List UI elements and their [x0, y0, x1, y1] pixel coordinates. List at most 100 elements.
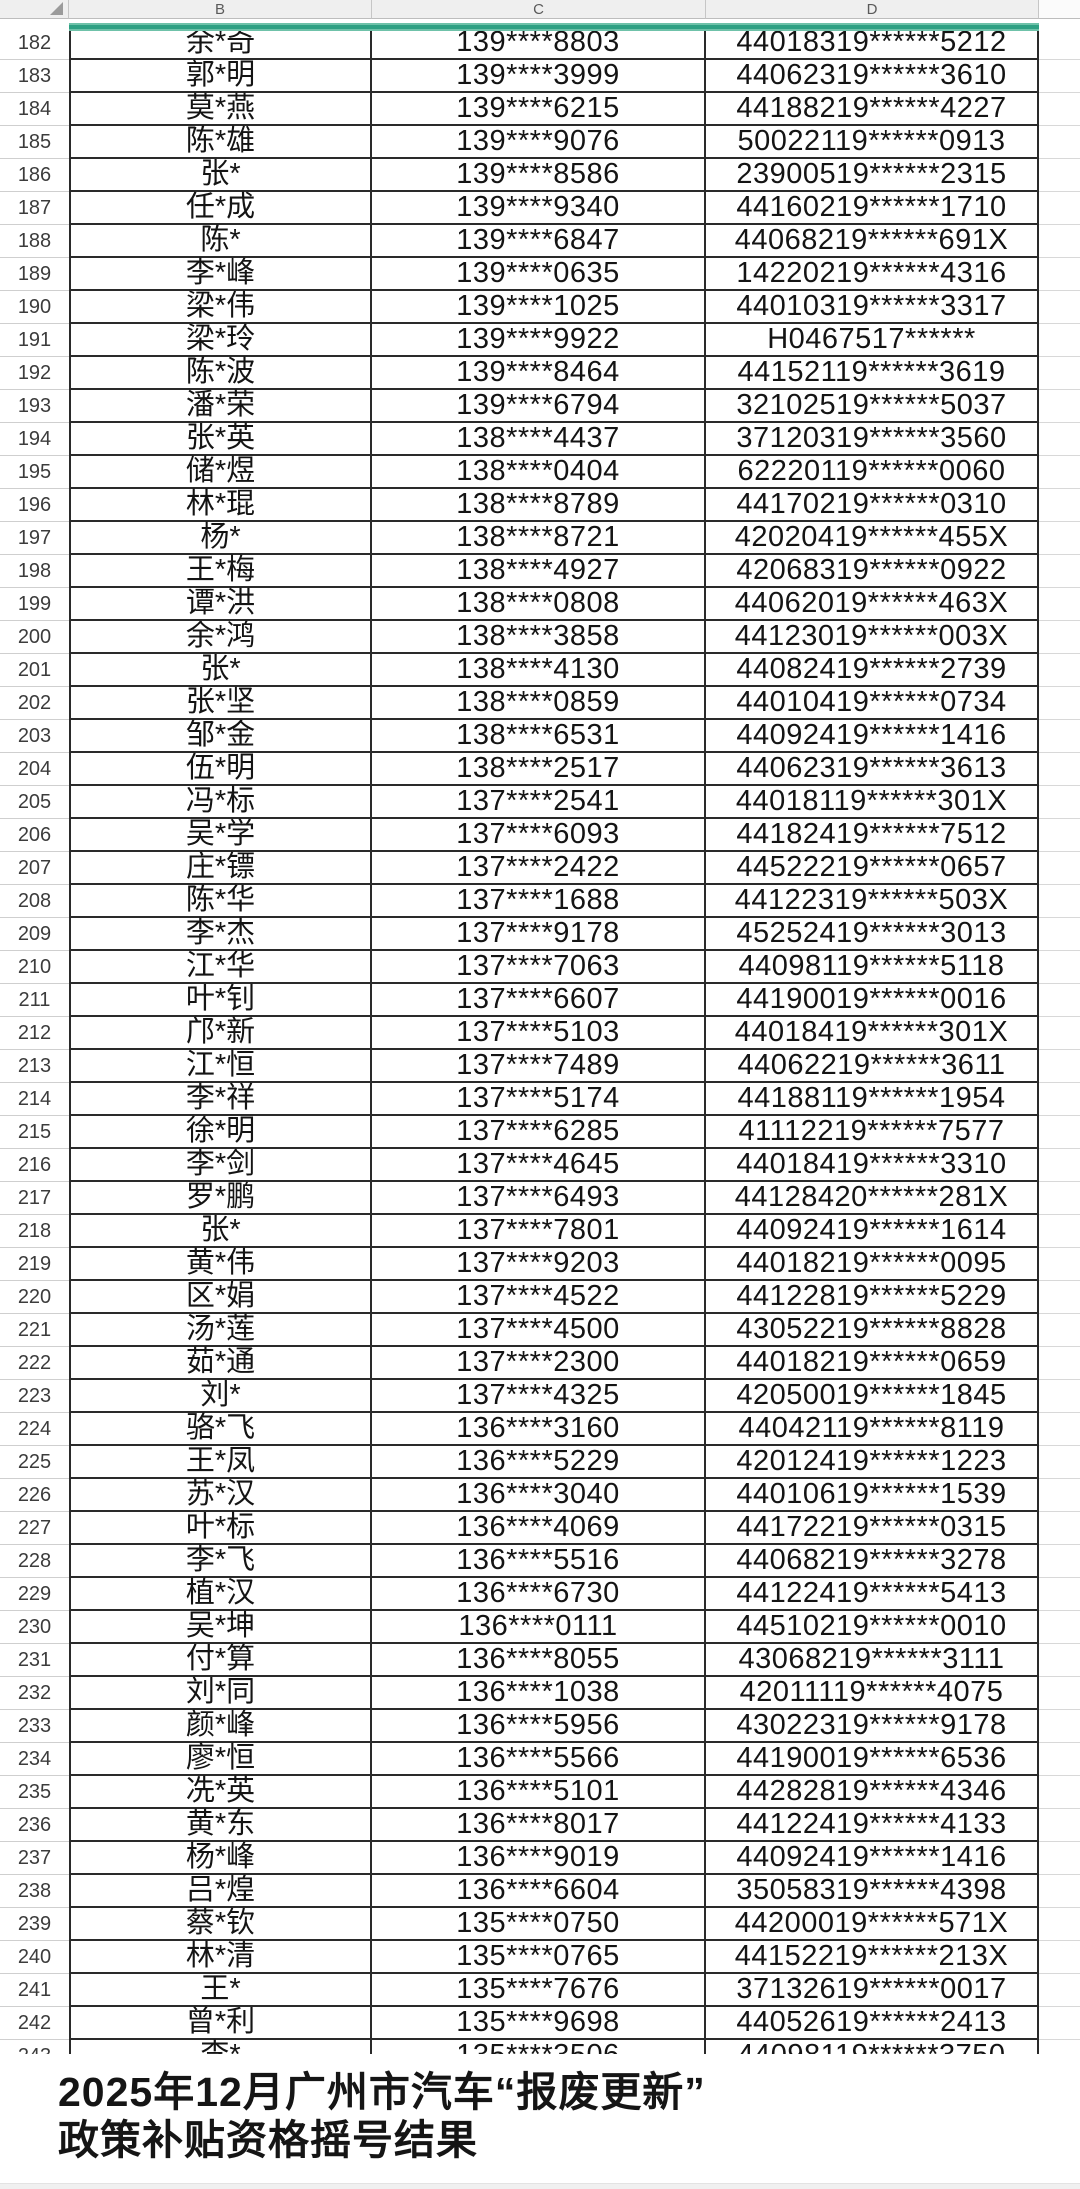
name-cell[interactable]: 李*杰 [69, 917, 372, 951]
phone-cell[interactable]: 139****8586 [372, 158, 706, 192]
phone-cell[interactable]: 137****7063 [372, 950, 706, 984]
id-number-cell[interactable]: 44188219******4227 [706, 92, 1039, 126]
id-number-cell[interactable]: 43022319******9178 [706, 1709, 1039, 1743]
name-cell[interactable]: 罗*鹏 [69, 1181, 372, 1215]
id-number-cell[interactable]: 44122819******5229 [706, 1280, 1039, 1314]
name-cell[interactable]: 梁*伟 [69, 290, 372, 324]
empty-cell[interactable] [1039, 1776, 1080, 1809]
name-cell[interactable]: 李*剑 [69, 1148, 372, 1182]
name-cell[interactable]: 梁*玲 [69, 323, 372, 357]
name-cell[interactable]: 张* [69, 1214, 372, 1248]
id-number-cell[interactable]: 44092419******1416 [706, 719, 1039, 753]
row-number[interactable]: 234 [0, 1743, 69, 1776]
phone-cell[interactable]: 135****7676 [372, 1973, 706, 2007]
row-number[interactable]: 216 [0, 1149, 69, 1182]
name-cell[interactable]: 刘* [69, 1379, 372, 1413]
phone-cell[interactable]: 135****3506 [372, 2039, 706, 2054]
name-cell[interactable]: 余*奇 [69, 27, 372, 60]
empty-cell[interactable] [1039, 225, 1080, 258]
empty-cell[interactable] [1039, 27, 1080, 60]
phone-cell[interactable]: 137****6285 [372, 1115, 706, 1149]
name-cell[interactable]: 陈* [69, 224, 372, 258]
row-number[interactable]: 237 [0, 1842, 69, 1875]
name-cell[interactable]: 刘*同 [69, 1676, 372, 1710]
name-cell[interactable]: 杨* [69, 521, 372, 555]
row-number[interactable]: 204 [0, 753, 69, 786]
empty-cell[interactable] [1039, 1017, 1080, 1050]
empty-cell[interactable] [1039, 852, 1080, 885]
phone-cell[interactable]: 135****9698 [372, 2006, 706, 2040]
id-number-cell[interactable]: 44062219******3611 [706, 1049, 1039, 1083]
empty-cell[interactable] [1039, 1974, 1080, 2007]
empty-cell[interactable] [1039, 2040, 1080, 2054]
phone-cell[interactable]: 136****6604 [372, 1874, 706, 1908]
row-number[interactable]: 235 [0, 1776, 69, 1809]
empty-cell[interactable] [1039, 1446, 1080, 1479]
phone-cell[interactable]: 136****8017 [372, 1808, 706, 1842]
row-number[interactable]: 183 [0, 60, 69, 93]
name-cell[interactable]: 叶*钊 [69, 983, 372, 1017]
empty-cell[interactable] [1039, 687, 1080, 720]
empty-cell[interactable] [1039, 1413, 1080, 1446]
name-cell[interactable]: 蔡*钦 [69, 1907, 372, 1941]
name-cell[interactable]: 庄*镖 [69, 851, 372, 885]
name-cell[interactable]: 植*汉 [69, 1577, 372, 1611]
phone-cell[interactable]: 136****5956 [372, 1709, 706, 1743]
name-cell[interactable]: 张* [69, 158, 372, 192]
name-cell[interactable]: 汤*莲 [69, 1313, 372, 1347]
row-number[interactable]: 208 [0, 885, 69, 918]
phone-cell[interactable]: 136****6730 [372, 1577, 706, 1611]
row-number[interactable]: 188 [0, 225, 69, 258]
id-number-cell[interactable]: 44062019******463X [706, 587, 1039, 621]
phone-cell[interactable]: 138****8721 [372, 521, 706, 555]
id-number-cell[interactable]: 44062319******3613 [706, 752, 1039, 786]
column-header-B[interactable]: B [69, 0, 372, 19]
id-number-cell[interactable]: 44092419******1614 [706, 1214, 1039, 1248]
id-number-cell[interactable]: 44018219******0095 [706, 1247, 1039, 1281]
name-cell[interactable]: 黄*东 [69, 1808, 372, 1842]
id-number-cell[interactable]: 41112219******7577 [706, 1115, 1039, 1149]
id-number-cell[interactable]: 44082419******2739 [706, 653, 1039, 687]
row-number[interactable]: 218 [0, 1215, 69, 1248]
phone-cell[interactable]: 136****3040 [372, 1478, 706, 1512]
row-number[interactable]: 186 [0, 159, 69, 192]
id-number-cell[interactable]: 43052219******8828 [706, 1313, 1039, 1347]
empty-cell[interactable] [1039, 885, 1080, 918]
id-number-cell[interactable]: 44170219******0310 [706, 488, 1039, 522]
empty-cell[interactable] [1039, 1512, 1080, 1545]
phone-cell[interactable]: 136****4069 [372, 1511, 706, 1545]
row-number[interactable]: 221 [0, 1314, 69, 1347]
empty-cell[interactable] [1039, 324, 1080, 357]
id-number-cell[interactable]: 44160219******1710 [706, 191, 1039, 225]
phone-cell[interactable]: 136****1038 [372, 1676, 706, 1710]
id-number-cell[interactable]: 44062319******3610 [706, 59, 1039, 93]
empty-cell[interactable] [1039, 1248, 1080, 1281]
row-number[interactable]: 224 [0, 1413, 69, 1446]
row-number[interactable]: 213 [0, 1050, 69, 1083]
row-number[interactable]: 199 [0, 588, 69, 621]
phone-cell[interactable]: 139****3999 [372, 59, 706, 93]
name-cell[interactable]: 黄*伟 [69, 1247, 372, 1281]
id-number-cell[interactable]: 44510219******0010 [706, 1610, 1039, 1644]
id-number-cell[interactable]: 44018119******301X [706, 785, 1039, 819]
phone-cell[interactable]: 138****2517 [372, 752, 706, 786]
empty-cell[interactable] [1039, 918, 1080, 951]
row-number[interactable]: 239 [0, 1908, 69, 1941]
name-cell[interactable]: 任*成 [69, 191, 372, 225]
name-cell[interactable]: 骆*飞 [69, 1412, 372, 1446]
phone-cell[interactable]: 137****4500 [372, 1313, 706, 1347]
name-cell[interactable]: 陈*波 [69, 356, 372, 390]
empty-cell[interactable] [1039, 489, 1080, 522]
id-number-cell[interactable]: 44068219******691X [706, 224, 1039, 258]
row-number[interactable]: 229 [0, 1578, 69, 1611]
id-number-cell[interactable]: 44152219******213X [706, 1940, 1039, 1974]
row-number[interactable]: 225 [0, 1446, 69, 1479]
name-cell[interactable]: 徐*明 [69, 1115, 372, 1149]
id-number-cell[interactable]: 44122419******5413 [706, 1577, 1039, 1611]
phone-cell[interactable]: 139****6215 [372, 92, 706, 126]
id-number-cell[interactable]: 44010419******0734 [706, 686, 1039, 720]
row-number[interactable]: 209 [0, 918, 69, 951]
row-number[interactable]: 232 [0, 1677, 69, 1710]
empty-cell[interactable] [1039, 1941, 1080, 1974]
phone-cell[interactable]: 139****9076 [372, 125, 706, 159]
